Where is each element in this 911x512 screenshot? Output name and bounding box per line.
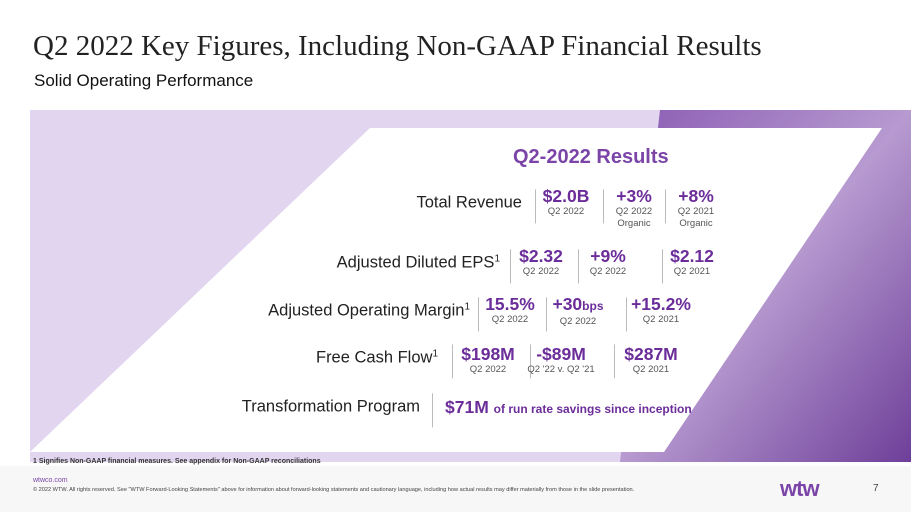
divider (614, 344, 615, 379)
divider (510, 249, 511, 284)
divider (603, 189, 604, 224)
row-label-text: Transformation Program (241, 397, 420, 416)
divider (530, 344, 531, 379)
row-label-text: Total Revenue (416, 193, 523, 212)
metric-value: $198M (461, 344, 515, 364)
metric-note: Organic (617, 218, 651, 229)
value-unit: bps (582, 299, 604, 313)
value-text: +15.2% (631, 294, 691, 314)
metric: +15.2% Q2 2021 (631, 294, 691, 326)
divider (662, 249, 663, 284)
metric-value: $287M (624, 344, 678, 364)
results-panel (30, 128, 882, 452)
value-text: +30 (552, 294, 583, 314)
metric: +30bps Q2 2022 (552, 294, 603, 328)
footnote: 1 Signifies Non-GAAP financial measures.… (33, 458, 321, 465)
metric-note: Q2 2022 (469, 364, 507, 375)
value-text: $198M (461, 344, 515, 364)
divider (535, 189, 536, 224)
page-number: 7 (873, 483, 879, 494)
divider (432, 393, 433, 428)
metric-note: Q2 2022 (522, 266, 560, 277)
metric-note: Q2 2022 (559, 316, 597, 327)
row-label: Total Revenue (417, 194, 523, 213)
metric: $2.32 Q2 2022 (519, 246, 563, 278)
metric-note: Q2 2021 (673, 266, 711, 277)
row-label: Free Cash Flow1 (316, 349, 438, 368)
description: of run rate savings since inception (493, 402, 692, 416)
metric: +9% Q2 2022 (590, 246, 626, 278)
metric-value: $2.32 (519, 246, 563, 266)
metric-note: Q2 2022 (547, 206, 585, 217)
row-label-text: Free Cash Flow (315, 348, 433, 367)
metric: -$89M Q2 '22 v. Q2 '21 (527, 344, 594, 376)
value-text: $2.0B (542, 186, 590, 206)
row-label-text: Adjusted Diluted EPS (336, 253, 495, 272)
value-text: 15.5% (485, 294, 535, 314)
metric-note: Q2 2021 (632, 364, 670, 375)
metric: +3% Q2 2022 Organic (616, 186, 652, 230)
divider (478, 297, 479, 332)
metric-value: +15.2% (631, 294, 691, 314)
subtitle: Solid Operating Performance (34, 71, 254, 90)
metric-note: Q2 2021 (642, 314, 680, 325)
metric-value: +30bps (552, 294, 603, 316)
footnote-ref: 1 (464, 301, 470, 313)
metric: $287M Q2 2021 (624, 344, 678, 376)
divider (665, 189, 666, 224)
value-text: +8% (678, 186, 714, 206)
row-label: Transformation Program (242, 398, 420, 417)
metric-value: +9% (590, 246, 626, 266)
results-title: Q2-2022 Results (513, 146, 669, 168)
metric-note: Q2 '22 v. Q2 '21 (527, 364, 595, 375)
legal: © 2022 WTW. All rights reserved. See "WT… (33, 487, 635, 493)
metric: $2.0B Q2 2022 (543, 186, 590, 218)
footer-bar (0, 466, 911, 512)
title: Q2 2022 Key Figures, Including Non-GAAP … (33, 30, 762, 62)
metric-value: -$89M (527, 344, 594, 364)
divider (452, 344, 453, 379)
metric-value: $71M of run rate savings since inception (445, 397, 692, 419)
value-text: $287M (624, 344, 678, 364)
footnote-ref: 1 (432, 348, 438, 360)
footer-url: wtwco.com (33, 477, 68, 484)
metric-note: Q2 2021 (677, 206, 715, 217)
metric: +8% Q2 2021 Organic (678, 186, 714, 230)
value-text: $2.12 (670, 246, 714, 266)
row-label: Adjusted Diluted EPS1 (337, 254, 500, 273)
metric: $71M of run rate savings since inception (445, 397, 692, 419)
metric-note: Organic (679, 218, 713, 229)
value-text: $2.32 (519, 246, 563, 266)
value-text: -$89M (536, 344, 586, 364)
metric-note: Q2 2022 (491, 314, 529, 325)
logo: wtw (780, 476, 820, 501)
value-text: $71M (445, 397, 489, 417)
divider (578, 249, 579, 284)
value-text: +3% (616, 186, 652, 206)
metric-value: $2.12 (670, 246, 714, 266)
divider (546, 297, 547, 332)
metric-value: $2.0B (543, 186, 590, 206)
footnote-ref: 1 (494, 253, 500, 265)
metric-value: +8% (678, 186, 714, 206)
metric: $2.12 Q2 2021 (670, 246, 714, 278)
metric-note: Q2 2022 (589, 266, 627, 277)
row-label: Adjusted Operating Margin1 (268, 302, 470, 321)
metric-value: +3% (616, 186, 652, 206)
divider (626, 297, 627, 332)
metric-value: 15.5% (485, 294, 535, 314)
metric-note: Q2 2022 (615, 206, 653, 217)
value-text: +9% (590, 246, 626, 266)
metric: 15.5% Q2 2022 (485, 294, 535, 326)
row-label-text: Adjusted Operating Margin (268, 301, 465, 320)
metric: $198M Q2 2022 (461, 344, 515, 376)
